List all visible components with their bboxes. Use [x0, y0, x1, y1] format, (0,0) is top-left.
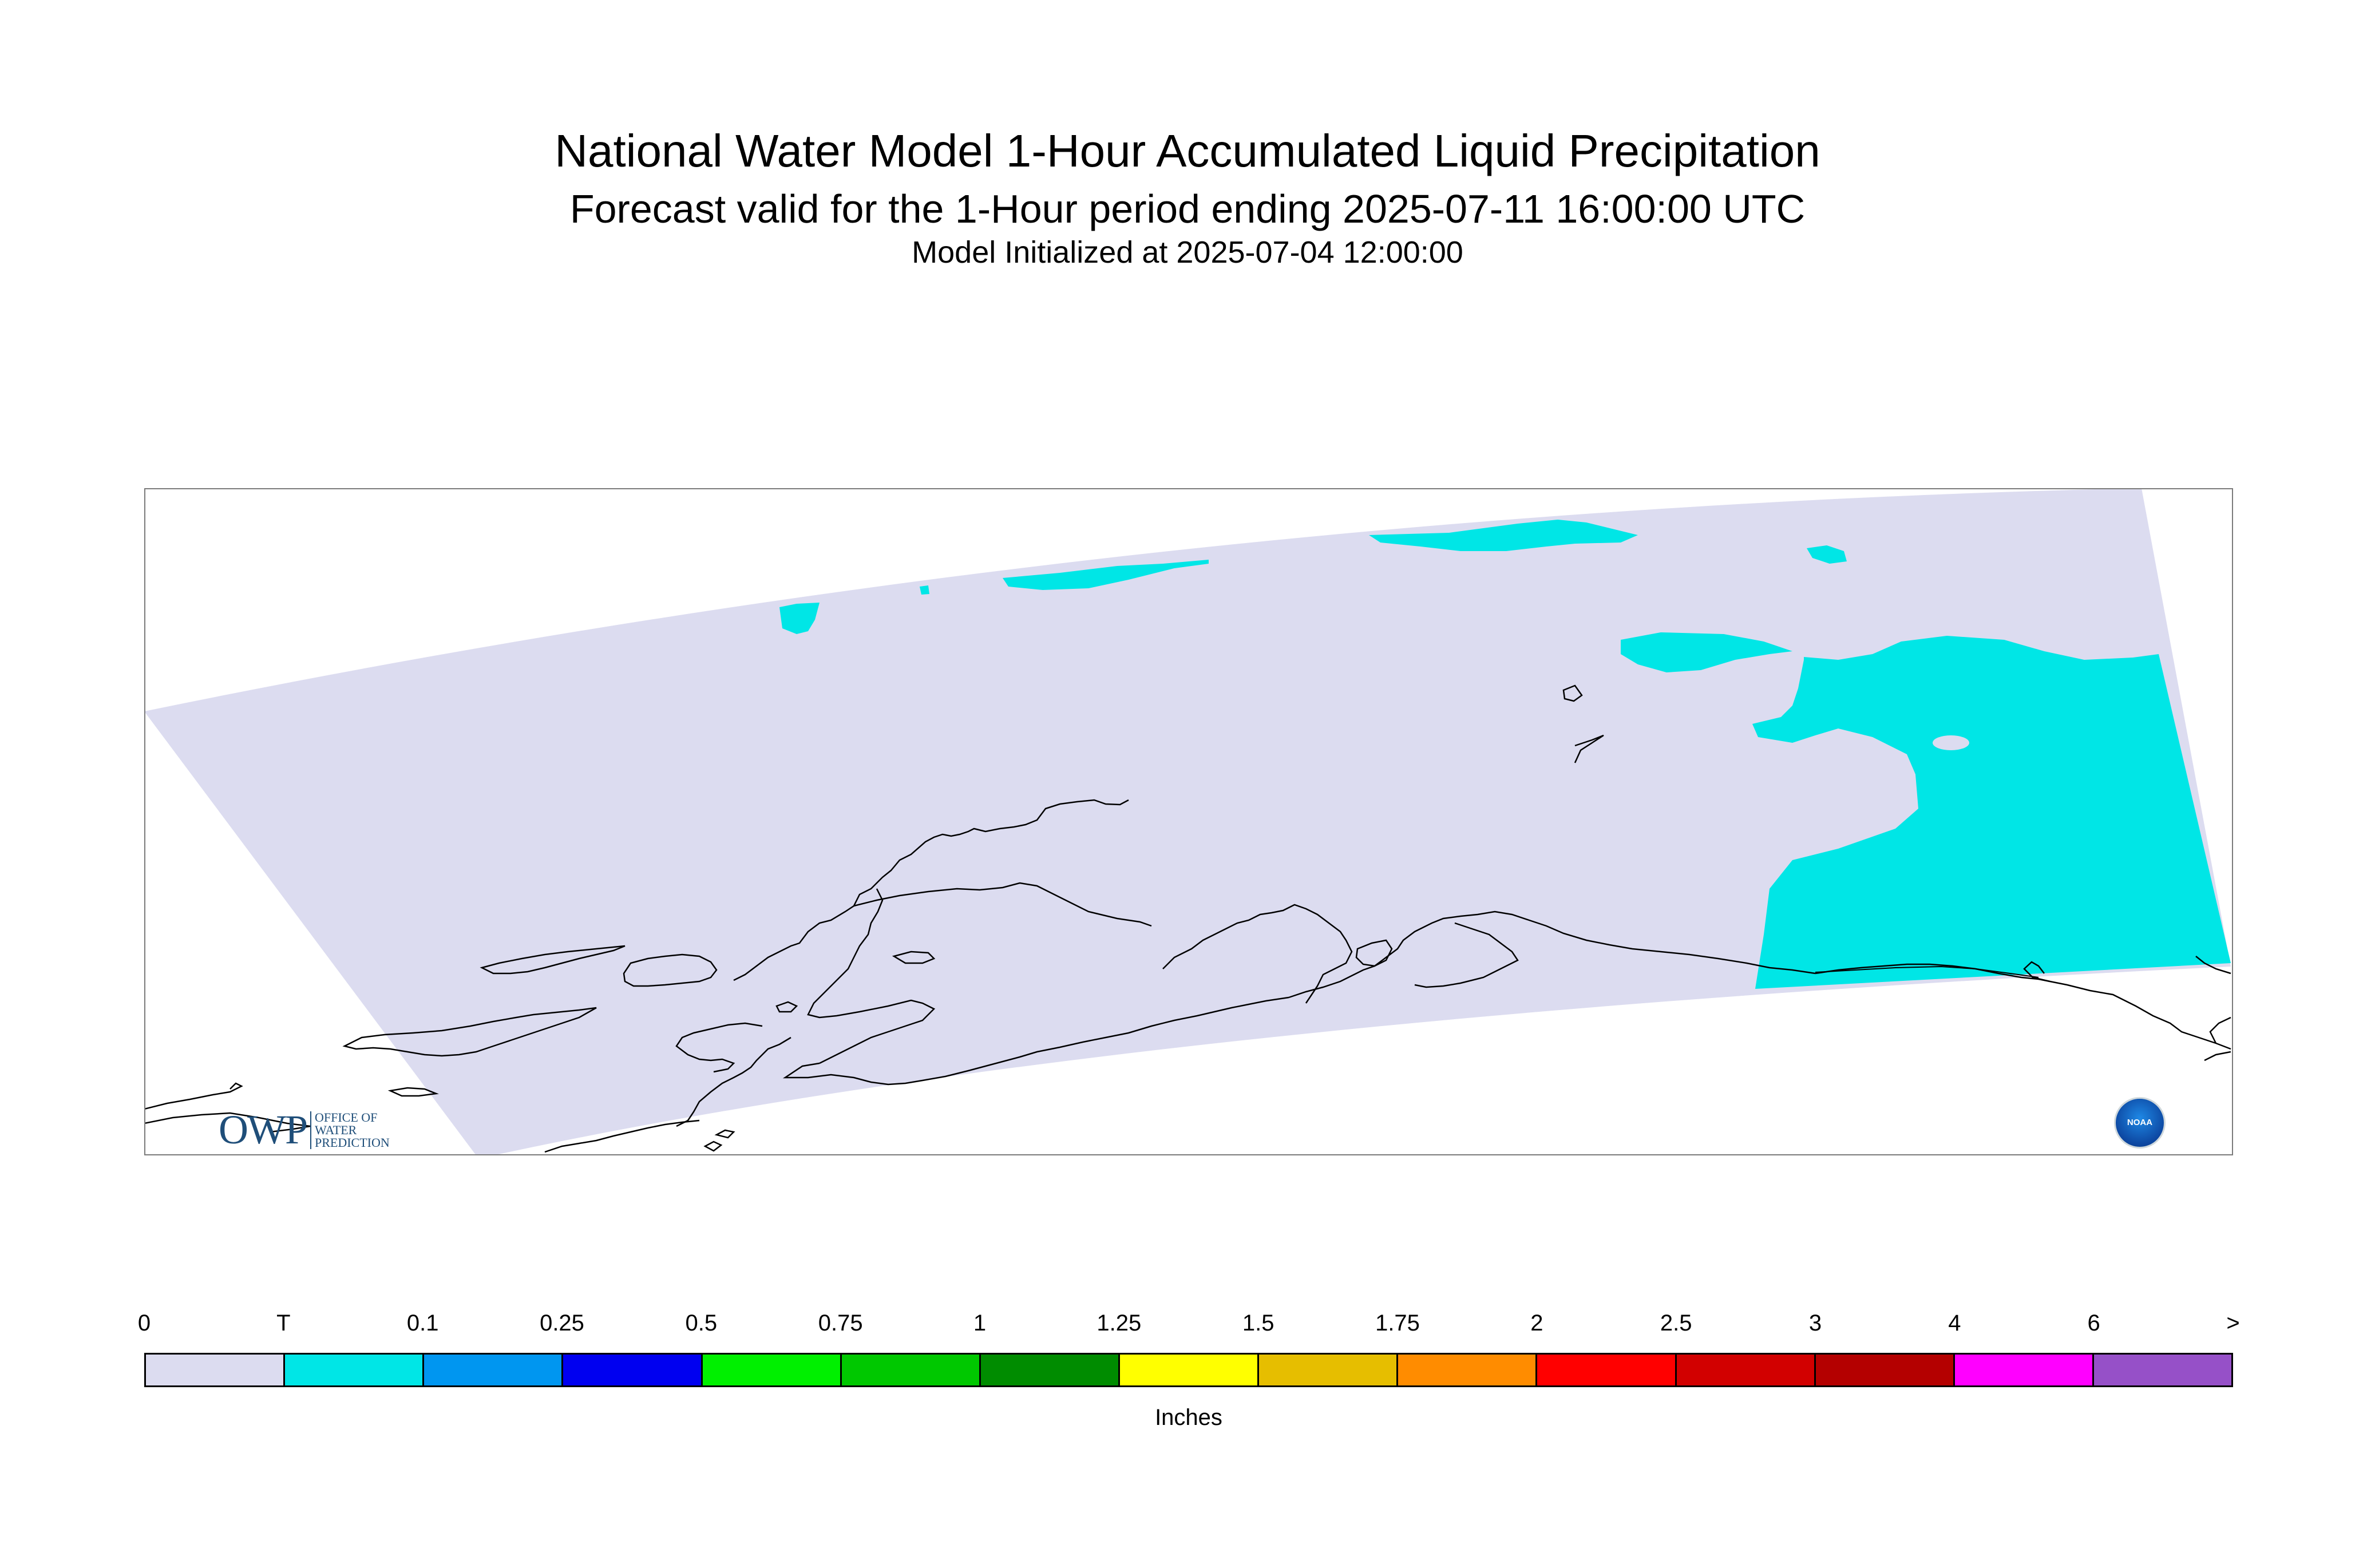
- coastline-seward-peninsula: [623, 953, 718, 987]
- coastline-panhandle: [2023, 961, 2051, 983]
- coastline-aleutian-east: [544, 1119, 700, 1153]
- coastline-north: [733, 799, 1129, 981]
- colorbar-legend: 0 T 0.1 0.25 0.5 0.75 1 1.25 1.5 1.75 2 2.5 3 4 6 > Inc…: [138, 1310, 2240, 1436]
- coastline-bristol-bay: [675, 1022, 763, 1073]
- colorbar-segment: [1259, 1355, 1399, 1385]
- precipitation-map: OWP OFFICE OF WATER PREDICTION NOAA: [144, 488, 2233, 1155]
- colorbar-tick-label: 0: [137, 1310, 151, 1336]
- map-frame: [144, 488, 2233, 1155]
- coastline-st-lawrence: [480, 945, 626, 975]
- colorbar-segment: [1398, 1355, 1538, 1385]
- coastline-aleutian-islands: [703, 1129, 735, 1152]
- model-init-time: Model Initialized at 2025-07-04 12:00:00: [912, 235, 1463, 270]
- map-subtitle: Forecast valid for the 1-Hour period end…: [569, 187, 1806, 231]
- precip-area-coast-4: [1807, 545, 1847, 564]
- coastline-pribilof: [387, 1087, 439, 1097]
- coastlines: [144, 684, 2231, 1153]
- colorbar-segment: [702, 1355, 842, 1385]
- precip-areas: [779, 520, 2231, 989]
- coastline-seward: [807, 888, 936, 1064]
- owp-logo-line: PREDICTION: [315, 1135, 390, 1150]
- colorbar-segment: [424, 1355, 564, 1385]
- precip-area-coast-3: [779, 603, 820, 634]
- coastline-kodiak: [1355, 939, 1393, 967]
- colorbar-segment: [1119, 1355, 1260, 1385]
- coastline-bc-north: [2204, 1016, 2231, 1062]
- owp-logo-line: OFFICE OF: [315, 1110, 378, 1124]
- coastline-alaska-range: [1162, 904, 1353, 1004]
- coastline-nunivak: [892, 951, 936, 964]
- owp-logo: OWP OFFICE OF WATER PREDICTION: [219, 1106, 390, 1154]
- colorbar-tick-label: 0.5: [685, 1310, 718, 1336]
- colorbar-segment: [2093, 1355, 2232, 1385]
- owp-logo-mark: OWP: [219, 1107, 308, 1153]
- coastline-cook-inlet: [1288, 910, 1816, 999]
- colorbar-tick-label: T: [276, 1310, 291, 1336]
- colorbar-tick-label: 3: [1808, 1310, 1822, 1336]
- colorbar-tick-label: 1.75: [1375, 1310, 1420, 1336]
- colorbar-tick-label: 4: [1948, 1310, 1961, 1336]
- map-canvas: [144, 488, 2231, 1155]
- coastline-aleutian-base: [676, 1036, 791, 1127]
- colorbar-segment: [563, 1355, 703, 1385]
- colorbar-segment: [146, 1355, 286, 1385]
- colorbar-units: Inches: [1155, 1405, 1222, 1430]
- alaska-canada-border: [1815, 965, 2039, 978]
- coastline-nunivak-south: [775, 1001, 798, 1013]
- colorbar-tick-label: 1.5: [1242, 1310, 1274, 1336]
- noaa-logo: NOAA: [2114, 1097, 2166, 1149]
- coastline-banks-island: [1562, 684, 1583, 702]
- coastline-kotzebue: [853, 882, 1152, 927]
- coastline-yukon-east: [2195, 956, 2231, 975]
- colorbar-segment: [1815, 1355, 1955, 1385]
- coastline-southwest: [782, 996, 1289, 1086]
- colorbar-tick-label: 2.5: [1660, 1310, 1692, 1336]
- colorbar-tick-label: 6: [2087, 1310, 2100, 1336]
- colorbar-segment: [980, 1355, 1120, 1385]
- coastline-wrangel: [1574, 734, 1604, 763]
- colorbar-tick-label: 0.75: [818, 1310, 863, 1336]
- precip-area-coast-1: [1369, 520, 1638, 551]
- colorbar-segment: [285, 1355, 425, 1385]
- colorbar-segment: [841, 1355, 981, 1385]
- precip-area-beaufort: [1621, 632, 1792, 672]
- colorbar-tick-label: 1.25: [1097, 1310, 1142, 1336]
- colorbar-segment: [1537, 1355, 1677, 1385]
- colorbar-segment: [1954, 1355, 2094, 1385]
- coastline-bering-island: [342, 1007, 597, 1057]
- owp-logo-text: OFFICE OF WATER PREDICTION: [310, 1111, 390, 1149]
- colorbar: [144, 1353, 2233, 1387]
- coastline-prince-william: [1414, 922, 1519, 988]
- dry-spot: [1933, 735, 1969, 750]
- colorbar-tick-label: >: [2226, 1310, 2240, 1336]
- colorbar-tick-label: 2: [1530, 1310, 1543, 1336]
- coastline-far-east: [144, 1082, 243, 1110]
- map-title: National Water Model 1-Hour Accumulated …: [555, 125, 1820, 176]
- owp-logo-line: WATER: [315, 1122, 357, 1137]
- colorbar-segment: [1676, 1355, 1816, 1385]
- coastline-chukotka: [144, 1112, 311, 1133]
- colorbar-tick-label: 0.1: [406, 1310, 439, 1336]
- colorbar-tick-label: 0.25: [540, 1310, 584, 1336]
- precip-area-coast-5: [920, 585, 929, 595]
- precip-area-coast-2: [1003, 560, 1209, 590]
- precip-area-northeast: [1752, 636, 2231, 989]
- colorbar-tick-label: 1: [973, 1310, 987, 1336]
